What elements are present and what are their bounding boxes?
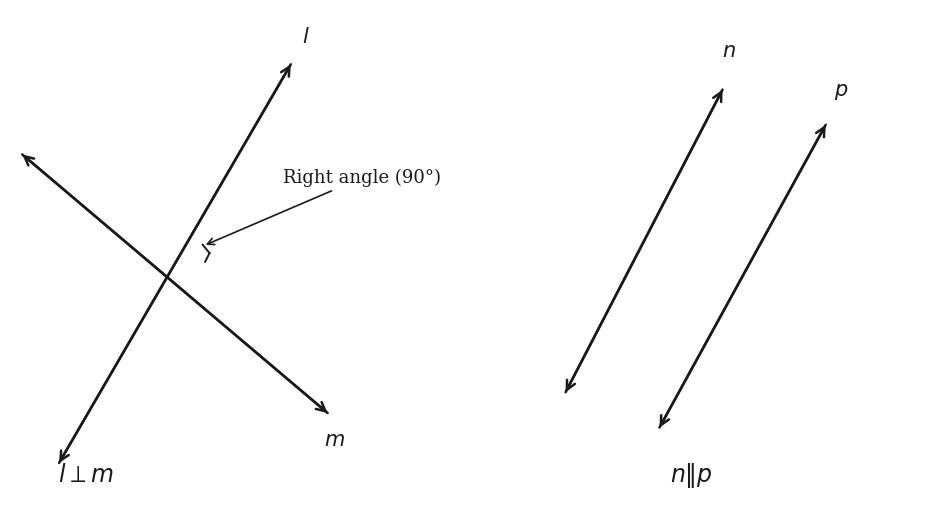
Text: $m$: $m$ <box>324 430 345 450</box>
Text: $n \| p$: $n \| p$ <box>670 461 712 490</box>
Text: $n$: $n$ <box>722 42 736 61</box>
Text: Right angle (90°): Right angle (90°) <box>207 169 440 244</box>
Text: $l$: $l$ <box>302 27 311 47</box>
Text: $p$: $p$ <box>834 82 848 102</box>
Text: $l \perp m$: $l \perp m$ <box>58 464 114 487</box>
